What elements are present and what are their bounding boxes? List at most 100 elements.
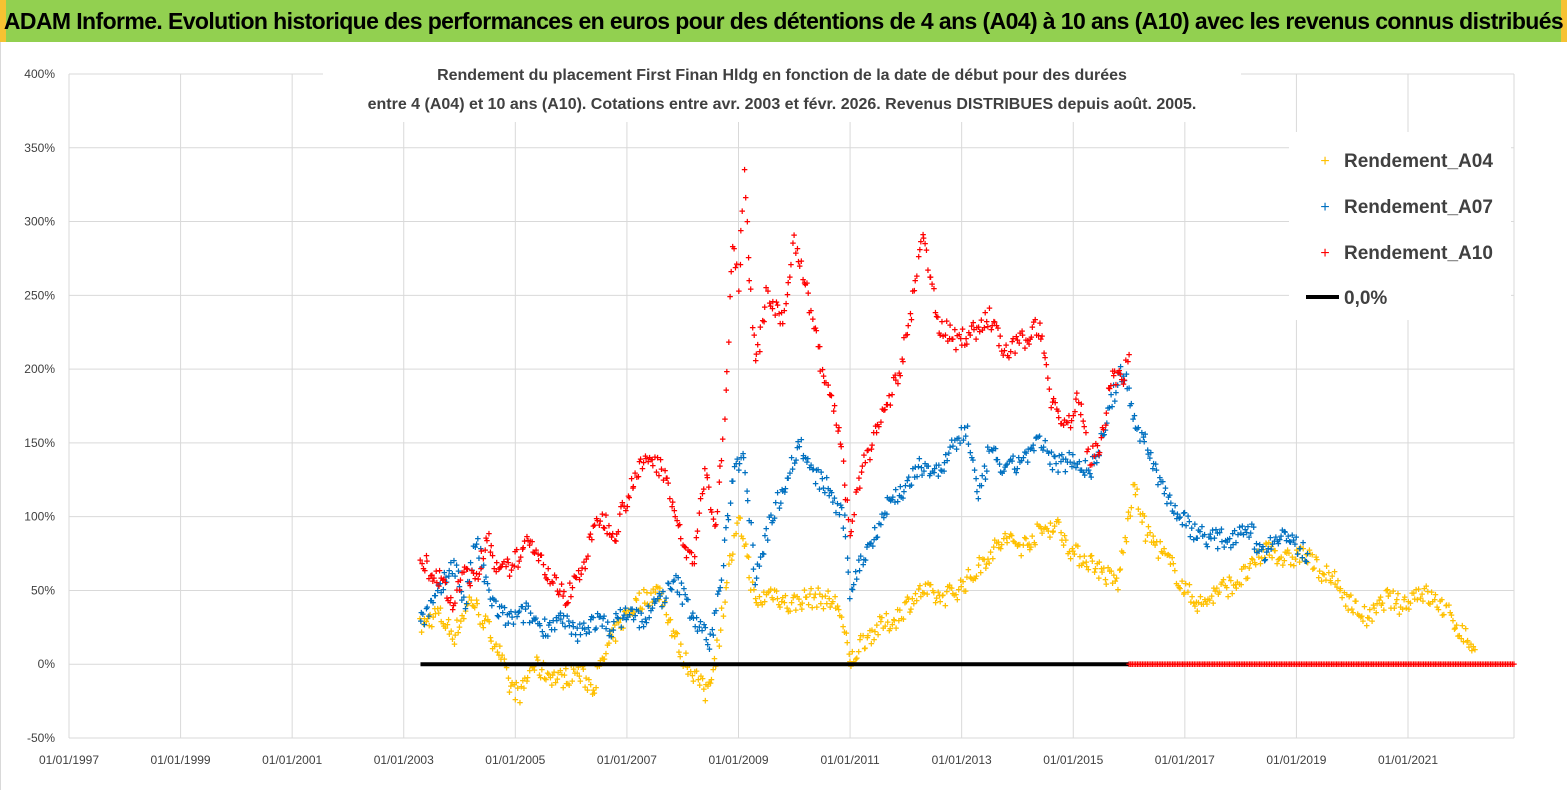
data-point-rendement-a10: + xyxy=(1085,444,1091,456)
data-point-rendement-a10: + xyxy=(459,568,465,580)
data-point-rendement-a10-zero: + xyxy=(1484,659,1490,671)
data-point-rendement-a04: + xyxy=(1214,583,1220,595)
data-point-rendement-a04: + xyxy=(1061,530,1067,542)
data-point-rendement-a10: + xyxy=(454,585,460,597)
data-point-rendement-a10: + xyxy=(1003,340,1009,352)
data-point-rendement-a07: + xyxy=(950,441,956,453)
data-point-rendement-a10: + xyxy=(808,306,814,318)
data-point-rendement-a04: + xyxy=(1383,586,1389,598)
data-point-rendement-a07: + xyxy=(844,553,850,565)
data-point-rendement-a10: + xyxy=(940,331,946,343)
data-point-rendement-a10: + xyxy=(656,471,662,483)
data-point-rendement-a07: + xyxy=(1030,440,1036,452)
data-point-rendement-a04: + xyxy=(1434,602,1440,614)
data-point-rendement-a04: + xyxy=(1204,599,1210,611)
data-point-rendement-a04: + xyxy=(1218,579,1224,591)
data-point-rendement-a04: + xyxy=(937,596,943,608)
data-point-rendement-a10: + xyxy=(628,473,634,485)
data-point-rendement-a07: + xyxy=(793,455,799,467)
data-point-rendement-a04: + xyxy=(1128,503,1134,515)
data-point-rendement-a07: + xyxy=(458,587,464,599)
data-point-rendement-a10-zero: + xyxy=(1352,659,1358,671)
data-point-rendement-a07: + xyxy=(939,466,945,478)
data-point-rendement-a10: + xyxy=(599,509,605,521)
data-point-rendement-a04: + xyxy=(1158,546,1164,558)
data-point-rendement-a04: + xyxy=(1303,550,1309,562)
data-point-rendement-a04: + xyxy=(1284,548,1290,560)
data-point-rendement-a07: + xyxy=(481,576,487,588)
data-point-rendement-a07: + xyxy=(831,493,837,505)
data-point-rendement-a04: + xyxy=(954,594,960,606)
data-point-rendement-a04: + xyxy=(1379,598,1385,610)
data-point-rendement-a10-zero: + xyxy=(1216,659,1222,671)
data-point-rendement-a07: + xyxy=(504,609,510,621)
data-point-rendement-a04: + xyxy=(1067,553,1073,565)
data-point-rendement-a10-zero: + xyxy=(1186,659,1192,671)
data-point-rendement-a10-zero: + xyxy=(1183,659,1189,671)
data-point-rendement-a04: + xyxy=(1345,605,1351,617)
data-point-rendement-a04: + xyxy=(1459,620,1465,632)
data-point-rendement-a10: + xyxy=(887,400,893,412)
data-point-rendement-a07: + xyxy=(745,495,751,507)
data-point-rendement-a10: + xyxy=(650,461,656,473)
data-point-rendement-a07: + xyxy=(802,452,808,464)
data-point-rendement-a04: + xyxy=(508,681,514,693)
data-point-rendement-a10: + xyxy=(949,334,955,346)
data-point-rendement-a07: + xyxy=(1228,542,1234,554)
data-point-rendement-a10: + xyxy=(1019,326,1025,338)
data-point-rendement-a07: + xyxy=(552,625,558,637)
data-point-rendement-a10: + xyxy=(766,298,772,310)
data-point-rendement-a07: + xyxy=(1141,437,1147,449)
data-point-rendement-a10: + xyxy=(663,473,669,485)
data-point-rendement-a10-zero: + xyxy=(1362,659,1368,671)
x-tick-label: 01/01/2003 xyxy=(374,753,434,767)
data-point-rendement-a10: + xyxy=(746,275,752,287)
data-point-rendement-a07: + xyxy=(847,593,853,605)
data-point-rendement-a04: + xyxy=(557,665,563,677)
data-point-rendement-a04: + xyxy=(1192,601,1198,613)
data-point-rendement-a10: + xyxy=(982,308,988,320)
data-point-rendement-a07: + xyxy=(607,626,613,638)
data-point-rendement-a10: + xyxy=(753,349,759,361)
data-point-rendement-a07: + xyxy=(1204,542,1210,554)
data-point-rendement-a10: + xyxy=(581,557,587,569)
data-point-rendement-a04: + xyxy=(1326,568,1332,580)
data-point-rendement-a10: + xyxy=(801,278,807,290)
data-point-rendement-a07: + xyxy=(646,612,652,624)
data-point-rendement-a04: + xyxy=(903,597,909,609)
data-point-rendement-a10: + xyxy=(931,284,937,296)
data-point-rendement-a04: + xyxy=(1391,603,1397,615)
data-point-rendement-a07: + xyxy=(1177,512,1183,524)
data-point-rendement-a07: + xyxy=(931,463,937,475)
data-point-rendement-a04: + xyxy=(857,630,863,642)
data-point-rendement-a04: + xyxy=(1189,591,1195,603)
data-point-rendement-a04: + xyxy=(788,597,794,609)
data-point-rendement-a07: + xyxy=(1236,522,1242,534)
data-point-rendement-a07: + xyxy=(1302,556,1308,568)
data-point-rendement-a04: + xyxy=(1125,514,1131,526)
data-point-rendement-a10: + xyxy=(984,317,990,329)
data-point-rendement-a10: + xyxy=(869,440,875,452)
data-point-rendement-a10: + xyxy=(996,341,1002,353)
data-point-rendement-a07: + xyxy=(1259,545,1265,557)
y-tick-label: 350% xyxy=(24,141,55,155)
data-point-rendement-a10: + xyxy=(710,514,716,526)
data-point-rendement-a10: + xyxy=(1126,349,1132,361)
data-point-rendement-a04: + xyxy=(1286,548,1292,560)
data-point-rendement-a07: + xyxy=(539,626,545,638)
data-point-rendement-a10-zero: + xyxy=(1353,659,1359,671)
data-point-rendement-a10: + xyxy=(999,346,1005,358)
data-point-rendement-a07: + xyxy=(763,523,769,535)
data-point-rendement-a10-zero: + xyxy=(1181,659,1187,671)
data-point-rendement-a07: + xyxy=(984,466,990,478)
data-point-rendement-a04: + xyxy=(1441,609,1447,621)
data-point-rendement-a04: + xyxy=(1232,579,1238,591)
data-point-rendement-a04: + xyxy=(887,623,893,635)
data-point-rendement-a07: + xyxy=(487,594,493,606)
data-point-rendement-a04: + xyxy=(940,590,946,602)
data-point-rendement-a10-zero: + xyxy=(1325,659,1331,671)
data-point-rendement-a10: + xyxy=(713,520,719,532)
data-point-rendement-a07: + xyxy=(464,576,470,588)
data-point-rendement-a10: + xyxy=(991,317,997,329)
data-point-rendement-a10: + xyxy=(882,405,888,417)
